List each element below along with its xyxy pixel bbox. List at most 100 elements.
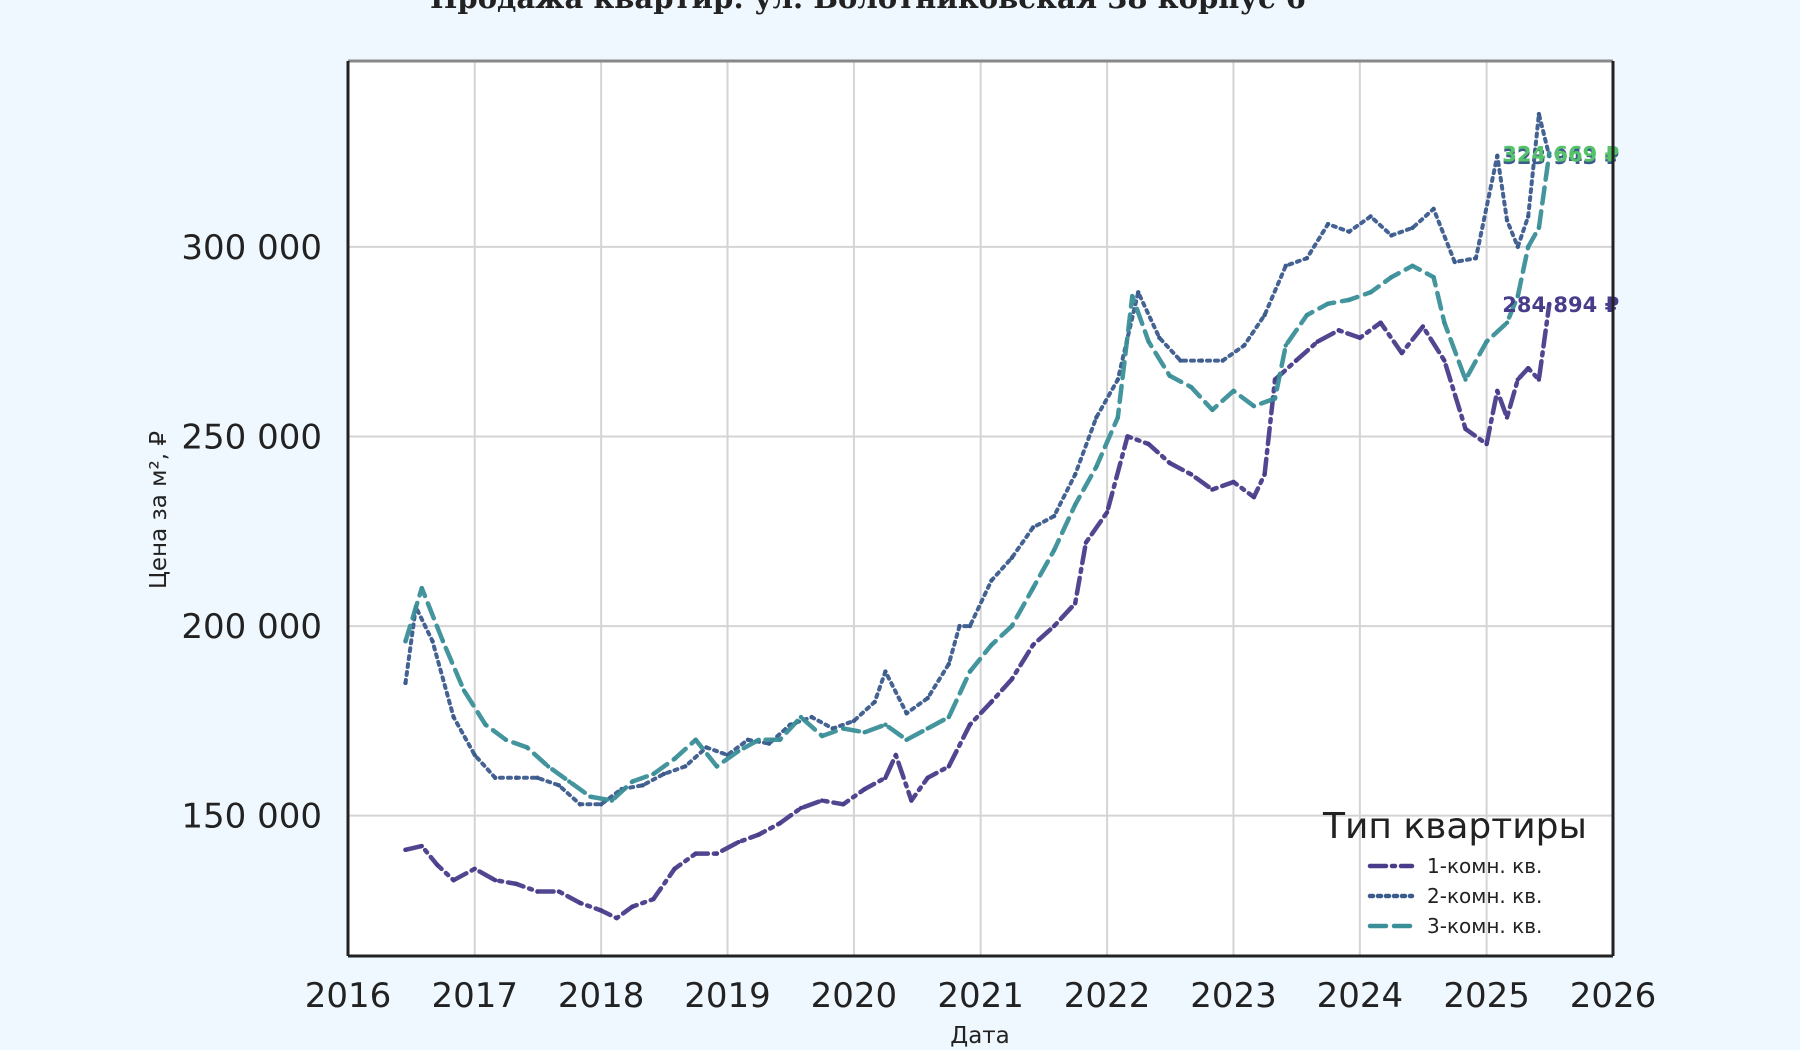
data-point-1 — [556, 889, 562, 894]
data-point-3 — [1504, 320, 1510, 325]
data-point-1 — [862, 786, 867, 792]
data-point-1 — [1357, 335, 1363, 341]
data-point-1 — [883, 775, 888, 780]
legend: Тип квартиры 1-комн. кв. 2-комн. кв. 3-ком… — [1322, 806, 1587, 938]
data-point-3 — [967, 669, 973, 674]
data-point-1 — [1104, 510, 1110, 515]
data-point-1 — [1378, 320, 1383, 325]
data-point-3 — [819, 733, 825, 739]
data-point-3 — [1463, 377, 1468, 382]
data-point-3 — [1051, 548, 1057, 553]
data-point-2 — [514, 775, 519, 780]
data-point-3 — [904, 737, 909, 743]
data-point-3 — [672, 756, 677, 761]
data-point-1 — [1293, 358, 1299, 363]
data-point-1 — [1336, 328, 1341, 333]
data-point-1 — [819, 798, 825, 803]
data-point-3 — [440, 639, 446, 644]
data-point-2 — [1346, 229, 1352, 234]
data-point-3 — [1146, 339, 1151, 344]
data-point-3 — [1304, 312, 1310, 318]
data-point-2 — [472, 752, 477, 758]
data-point-1 — [1009, 676, 1015, 682]
data-point-3 — [883, 722, 888, 727]
data-point-3 — [1325, 301, 1331, 306]
data-point-1 — [909, 798, 914, 803]
data-point-2 — [1325, 221, 1331, 227]
data-point-3 — [419, 585, 424, 591]
data-point-2 — [1410, 225, 1415, 231]
data-point-2 — [1283, 263, 1288, 268]
x-tick-label: 2017 — [431, 976, 518, 1016]
data-point-3 — [567, 779, 572, 784]
data-point-1 — [1051, 623, 1057, 629]
data-point-2 — [1536, 111, 1542, 117]
data-point-1 — [1146, 441, 1151, 447]
series-line-2 — [403, 112, 1552, 807]
data-point-3 — [862, 730, 867, 735]
data-point-2 — [1431, 206, 1436, 212]
data-point-2 — [577, 802, 583, 807]
data-point-1 — [1442, 358, 1447, 363]
data-point-3 — [503, 737, 509, 743]
data-point-2 — [640, 783, 645, 788]
data-point-3 — [524, 745, 530, 750]
data-point-2 — [1473, 256, 1479, 261]
data-point-1 — [1399, 350, 1404, 356]
data-point-1 — [1495, 388, 1500, 394]
x-tick-label: 2024 — [1317, 976, 1404, 1016]
series-end-label-1: 284 894 ₽ — [1502, 293, 1619, 317]
x-tick-label: 2021 — [937, 976, 1024, 1016]
data-point-1 — [672, 866, 677, 871]
data-point-3 — [1167, 373, 1172, 378]
data-point-2 — [967, 623, 973, 629]
x-tick-label: 2025 — [1443, 976, 1530, 1016]
y-tick-label: 250 000 — [181, 417, 322, 457]
data-point-3 — [1009, 623, 1015, 629]
data-point-1 — [777, 821, 783, 826]
data-point-2 — [430, 639, 435, 644]
data-point-2 — [989, 578, 994, 583]
data-point-3 — [840, 726, 846, 731]
legend-title: Тип квартиры — [1322, 806, 1587, 847]
data-point-2 — [1094, 415, 1099, 420]
data-point-3 — [483, 722, 488, 727]
chart-title: Продажа квартир: ул. Болотниковская 38 к… — [430, 0, 1306, 15]
data-point-2 — [704, 745, 709, 750]
data-point-3 — [1442, 320, 1447, 325]
data-point-1 — [989, 699, 994, 705]
data-point-3 — [1536, 225, 1542, 231]
data-point-2 — [872, 699, 877, 705]
x-tick-label: 2018 — [558, 976, 645, 1016]
data-point-1 — [736, 840, 741, 845]
x-tick-label: 2016 — [305, 976, 392, 1016]
x-tick-label: 2022 — [1064, 976, 1151, 1016]
data-point-2 — [1157, 335, 1162, 341]
data-point-1 — [1167, 460, 1172, 466]
data-point-3 — [609, 798, 615, 803]
data-point-2 — [1262, 312, 1267, 318]
data-point-2 — [766, 741, 772, 746]
legend-entry-3: 3-комн. кв. — [1427, 914, 1542, 938]
x-tick-label: 2026 — [1570, 976, 1657, 1016]
data-point-2 — [1178, 358, 1183, 363]
y-tick-label: 150 000 — [181, 797, 322, 837]
data-point-2 — [535, 775, 540, 780]
data-point-3 — [651, 771, 656, 777]
data-point-3 — [736, 749, 741, 754]
legend-items: 1-комн. кв. 2-комн. кв. 3-комн. кв. — [1367, 854, 1542, 938]
data-point-1 — [535, 889, 540, 894]
data-point-1 — [967, 722, 973, 727]
data-point-1 — [630, 904, 635, 909]
x-axis-ticks: 2016 2017 2018 2019 2020 2021 2022 2023 2024 2025… — [305, 976, 1657, 1016]
data-point-3 — [1283, 343, 1288, 348]
data-point-3 — [1410, 263, 1415, 268]
data-point-1 — [472, 866, 477, 871]
data-point-1 — [840, 802, 846, 807]
data-point-1 — [1525, 365, 1531, 371]
data-point-3 — [1094, 464, 1099, 469]
data-point-1 — [1515, 377, 1520, 382]
series-line-1 — [403, 301, 1552, 921]
data-point-2 — [1389, 233, 1394, 238]
